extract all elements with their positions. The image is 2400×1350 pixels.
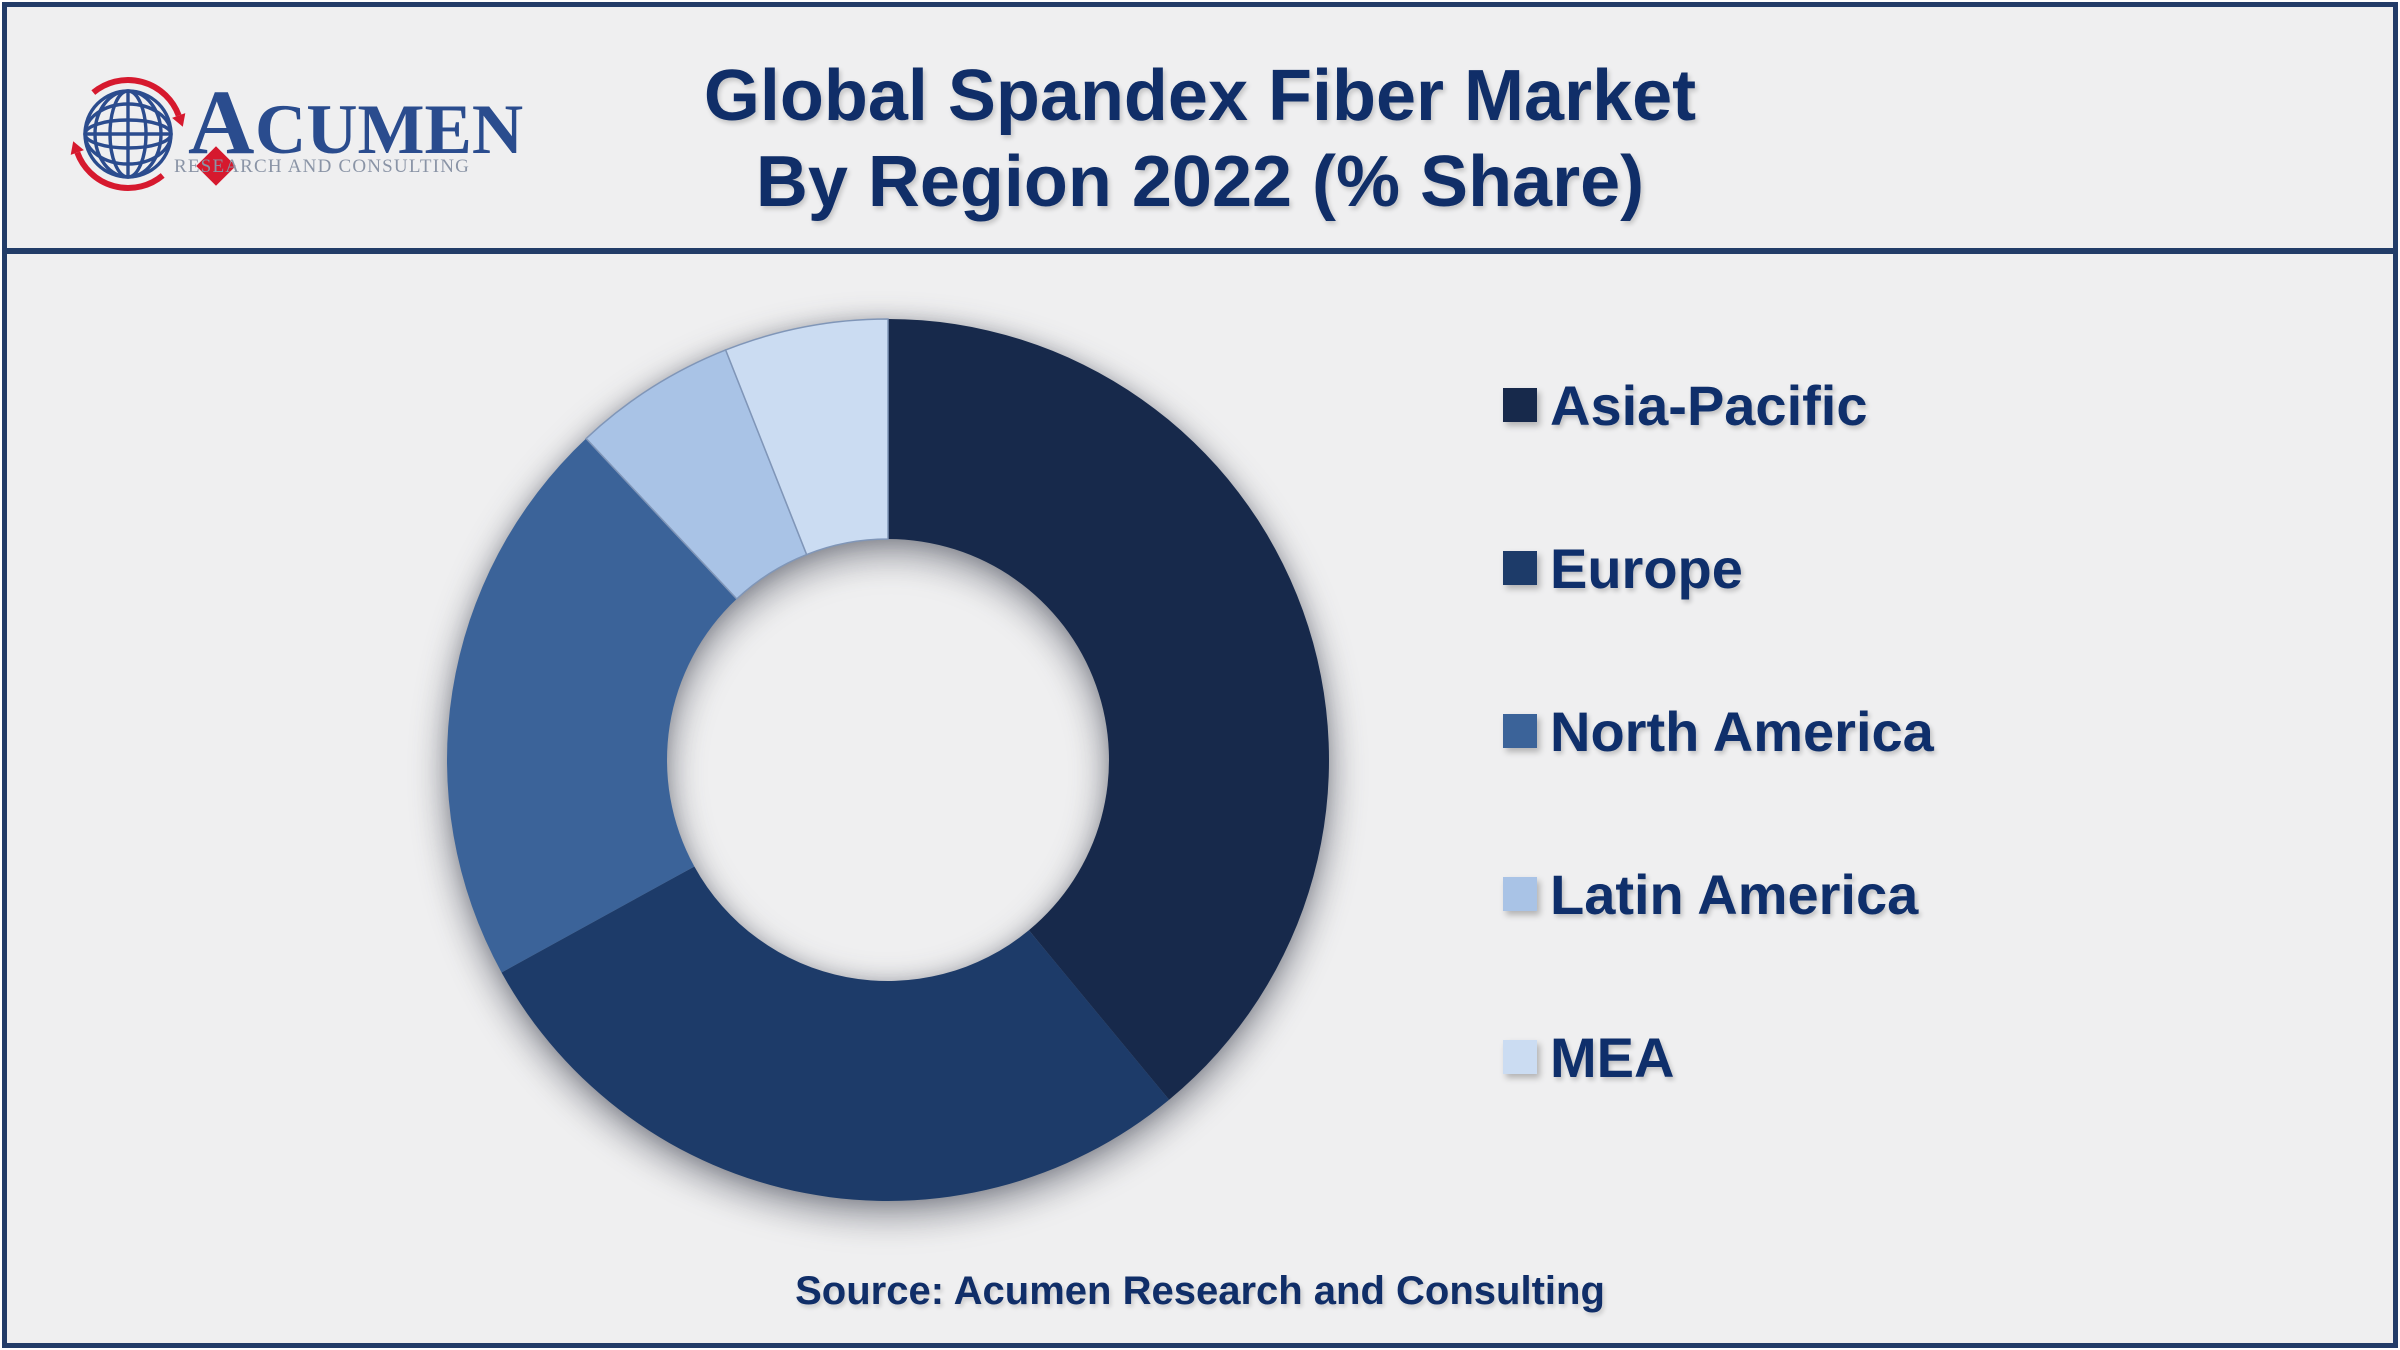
- donut-chart: [446, 318, 1330, 1201]
- legend-item-europe: Europe: [1503, 537, 1934, 600]
- logo-tagline: RESEARCH AND CONSULTING: [174, 156, 470, 177]
- donut-slice-north-america: [446, 438, 737, 973]
- legend-marker-asia-pacific-icon: [1503, 388, 1537, 422]
- acumen-logo: A CUMEN RESEARCH AND CONSULTING: [70, 71, 523, 191]
- logo-brand-initial: A: [188, 71, 254, 173]
- title-line-1: Global Spandex Fiber Market: [703, 56, 1697, 136]
- header: A CUMEN RESEARCH AND CONSULTING Global S…: [7, 7, 2393, 254]
- donut-slice-europe: [501, 866, 1170, 1201]
- globe-icon: [83, 89, 173, 179]
- logo-arrowhead-right-icon: [172, 113, 186, 127]
- legend-item-latin-america: Latin America: [1503, 863, 1934, 926]
- title-line-2: By Region 2022 (% Share): [755, 142, 1645, 222]
- legend-label-north-america: North America: [1550, 699, 1934, 763]
- legend-label-mea: MEA: [1550, 1025, 1675, 1089]
- logo-brand-rest: CUMEN: [255, 91, 523, 169]
- chart-legend: Asia-Pacific Europe North America Latin Ame…: [1503, 374, 1934, 1192]
- donut-slice-mea: [724, 318, 889, 556]
- logo-arrowhead-left-icon: [70, 141, 84, 155]
- legend-label-latin-america: Latin America: [1550, 862, 1919, 926]
- legend-label-asia-pacific: Asia-Pacific: [1550, 373, 1868, 437]
- donut-slice-asia-pacific: [888, 319, 1330, 1100]
- source-note: Source: Acumen Research and Consulting: [795, 1269, 1605, 1313]
- legend-marker-mea-icon: [1503, 1040, 1537, 1074]
- legend-label-europe: Europe: [1550, 536, 1743, 600]
- legend-marker-latin-america-icon: [1503, 877, 1537, 911]
- logo-diamond-icon: [196, 146, 236, 186]
- legend-marker-europe-icon: [1503, 551, 1537, 585]
- logo-swirl-arrow-top: [91, 77, 182, 117]
- legend-item-north-america: North America: [1503, 700, 1934, 763]
- legend-item-asia-pacific: Asia-Pacific: [1503, 374, 1934, 437]
- page-title: Global Spandex Fiber Market By Region 20…: [7, 53, 2393, 225]
- chart-area: Asia-Pacific Europe North America Latin Ame…: [7, 254, 2393, 1343]
- legend-item-mea: MEA: [1503, 1026, 1934, 1089]
- logo-swirl-arrow-bottom: [74, 151, 165, 191]
- legend-marker-north-america-icon: [1503, 714, 1537, 748]
